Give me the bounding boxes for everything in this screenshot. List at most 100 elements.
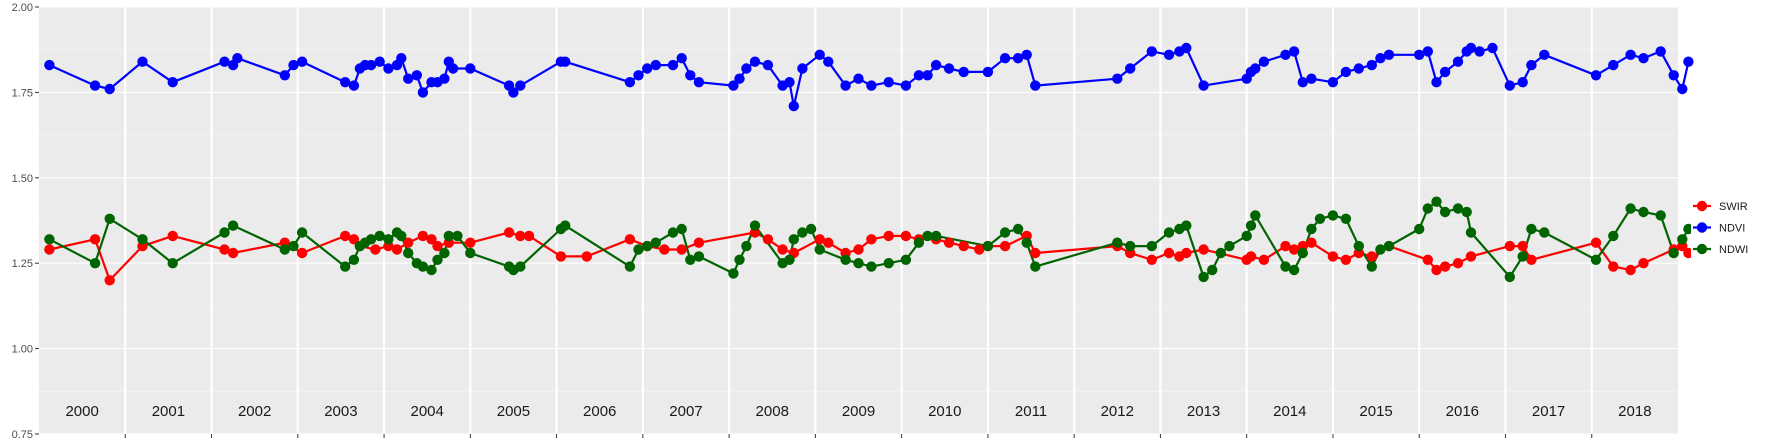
ndwi-point bbox=[1353, 240, 1365, 252]
ndwi-point bbox=[1288, 264, 1300, 276]
ndwi-point bbox=[403, 247, 414, 259]
ndwi-point bbox=[1125, 240, 1136, 252]
ndvi-point bbox=[383, 63, 394, 74]
ndvi-point bbox=[788, 100, 799, 112]
ndwi-point bbox=[1461, 206, 1472, 218]
ndvi-point bbox=[560, 56, 571, 67]
swir-point bbox=[426, 234, 437, 245]
ndvi-point bbox=[922, 70, 933, 81]
ndwi-point bbox=[374, 230, 385, 242]
ndwi-point bbox=[1224, 240, 1235, 252]
swir-point bbox=[853, 244, 864, 255]
swir-point bbox=[1452, 258, 1464, 269]
ndvi-point bbox=[1375, 53, 1386, 64]
series-points bbox=[44, 42, 1694, 286]
year-label: 2009 bbox=[842, 403, 875, 420]
swir-point bbox=[974, 244, 985, 255]
ndvi-point bbox=[1288, 46, 1300, 57]
y-axis: 0.75 1.00 1.25 1.50 1.75 2.00 bbox=[12, 2, 39, 441]
ndvi-point bbox=[633, 70, 644, 81]
year-labels: 2000 2001 2002 2003 2004 2005 2006 2007 2008 2009… bbox=[65, 403, 1651, 420]
swir-point bbox=[340, 230, 351, 242]
ndwi-point bbox=[443, 230, 454, 242]
ndwi-point bbox=[426, 264, 437, 276]
x-axis bbox=[124, 434, 1593, 438]
legend-marker-ndvi bbox=[1696, 222, 1708, 233]
ndvi-point bbox=[1280, 49, 1291, 60]
ndvi-point bbox=[1474, 46, 1485, 57]
ndvi-point bbox=[417, 87, 429, 98]
ndvi-point bbox=[728, 80, 739, 91]
ndvi-point bbox=[1517, 77, 1528, 88]
swir-point bbox=[659, 244, 670, 255]
ndwi-point bbox=[1340, 213, 1352, 224]
swir-point bbox=[417, 230, 429, 242]
year-label: 2004 bbox=[410, 403, 443, 420]
ndwi-point bbox=[1677, 234, 1688, 245]
ndwi-point bbox=[788, 234, 799, 245]
y-tick-label: 0.75 bbox=[12, 429, 33, 441]
ndwi-point bbox=[922, 230, 933, 242]
ndwi-point bbox=[104, 213, 115, 224]
swir-point bbox=[227, 247, 239, 259]
ndvi-point bbox=[1539, 49, 1550, 60]
ndwi-point bbox=[515, 261, 526, 272]
ndvi-point bbox=[1327, 77, 1339, 88]
ndwi-point bbox=[805, 223, 817, 235]
y-tick-label: 1.50 bbox=[12, 173, 33, 185]
swir-point bbox=[1245, 251, 1257, 262]
swir-point bbox=[1504, 240, 1516, 252]
ndwi-point bbox=[1517, 251, 1528, 262]
ndwi-point bbox=[340, 261, 351, 272]
ndvi-point bbox=[348, 80, 360, 91]
ndwi-point bbox=[1366, 261, 1378, 272]
ndwi-point bbox=[1297, 247, 1309, 259]
ndvi-point bbox=[44, 59, 55, 71]
swir-point bbox=[348, 234, 360, 245]
ndwi-point bbox=[1215, 247, 1227, 259]
ndwi-point bbox=[1198, 271, 1209, 283]
year-label: 2005 bbox=[497, 403, 530, 420]
ndvi-point bbox=[734, 73, 745, 84]
swir-point bbox=[777, 244, 788, 255]
ndwi-point bbox=[693, 251, 705, 262]
swir-point bbox=[1431, 264, 1442, 276]
ndvi-point bbox=[1683, 56, 1694, 67]
ndvi-point bbox=[465, 63, 476, 74]
ndwi-point bbox=[296, 227, 308, 238]
ndwi-point bbox=[1250, 210, 1261, 221]
ndwi-point bbox=[913, 237, 925, 248]
ndvi-point bbox=[1414, 49, 1425, 60]
ndvi-point bbox=[1030, 80, 1041, 91]
ndvi-point bbox=[403, 73, 414, 84]
swir-point bbox=[1517, 240, 1528, 252]
ndwi-point bbox=[999, 227, 1011, 238]
year-label: 2008 bbox=[756, 403, 789, 420]
ndwi-point bbox=[642, 240, 653, 252]
ndvi-point bbox=[1366, 59, 1378, 71]
ndwi-point bbox=[1431, 196, 1442, 207]
ndvi-point bbox=[883, 77, 894, 88]
ndvi-point bbox=[741, 63, 752, 74]
ndwi-point bbox=[741, 240, 752, 252]
legend-marker-ndwi bbox=[1696, 243, 1708, 255]
ndwi-point bbox=[1245, 220, 1257, 231]
ndvi-point bbox=[676, 53, 687, 64]
legend-label-ndwi: NDWI bbox=[1719, 244, 1748, 256]
ndvi-point bbox=[1163, 49, 1175, 60]
swir-point bbox=[1258, 254, 1270, 265]
legend-item-swir: SWIR bbox=[1691, 196, 1748, 216]
ndwi-point bbox=[1375, 244, 1386, 255]
ndvi-point bbox=[762, 59, 774, 71]
swir-point bbox=[44, 244, 55, 255]
swir-point bbox=[866, 234, 877, 245]
ndvi-point bbox=[913, 70, 925, 81]
ndvi-point bbox=[340, 77, 351, 88]
legend-marker-swir bbox=[1696, 200, 1708, 212]
ndwi-point bbox=[866, 261, 877, 272]
legend-label-ndvi: NDVI bbox=[1719, 223, 1745, 235]
ndwi-point bbox=[439, 247, 450, 259]
ndvi-point bbox=[1465, 42, 1477, 54]
ndwi-point bbox=[1280, 261, 1291, 272]
year-label: 2012 bbox=[1101, 403, 1134, 420]
